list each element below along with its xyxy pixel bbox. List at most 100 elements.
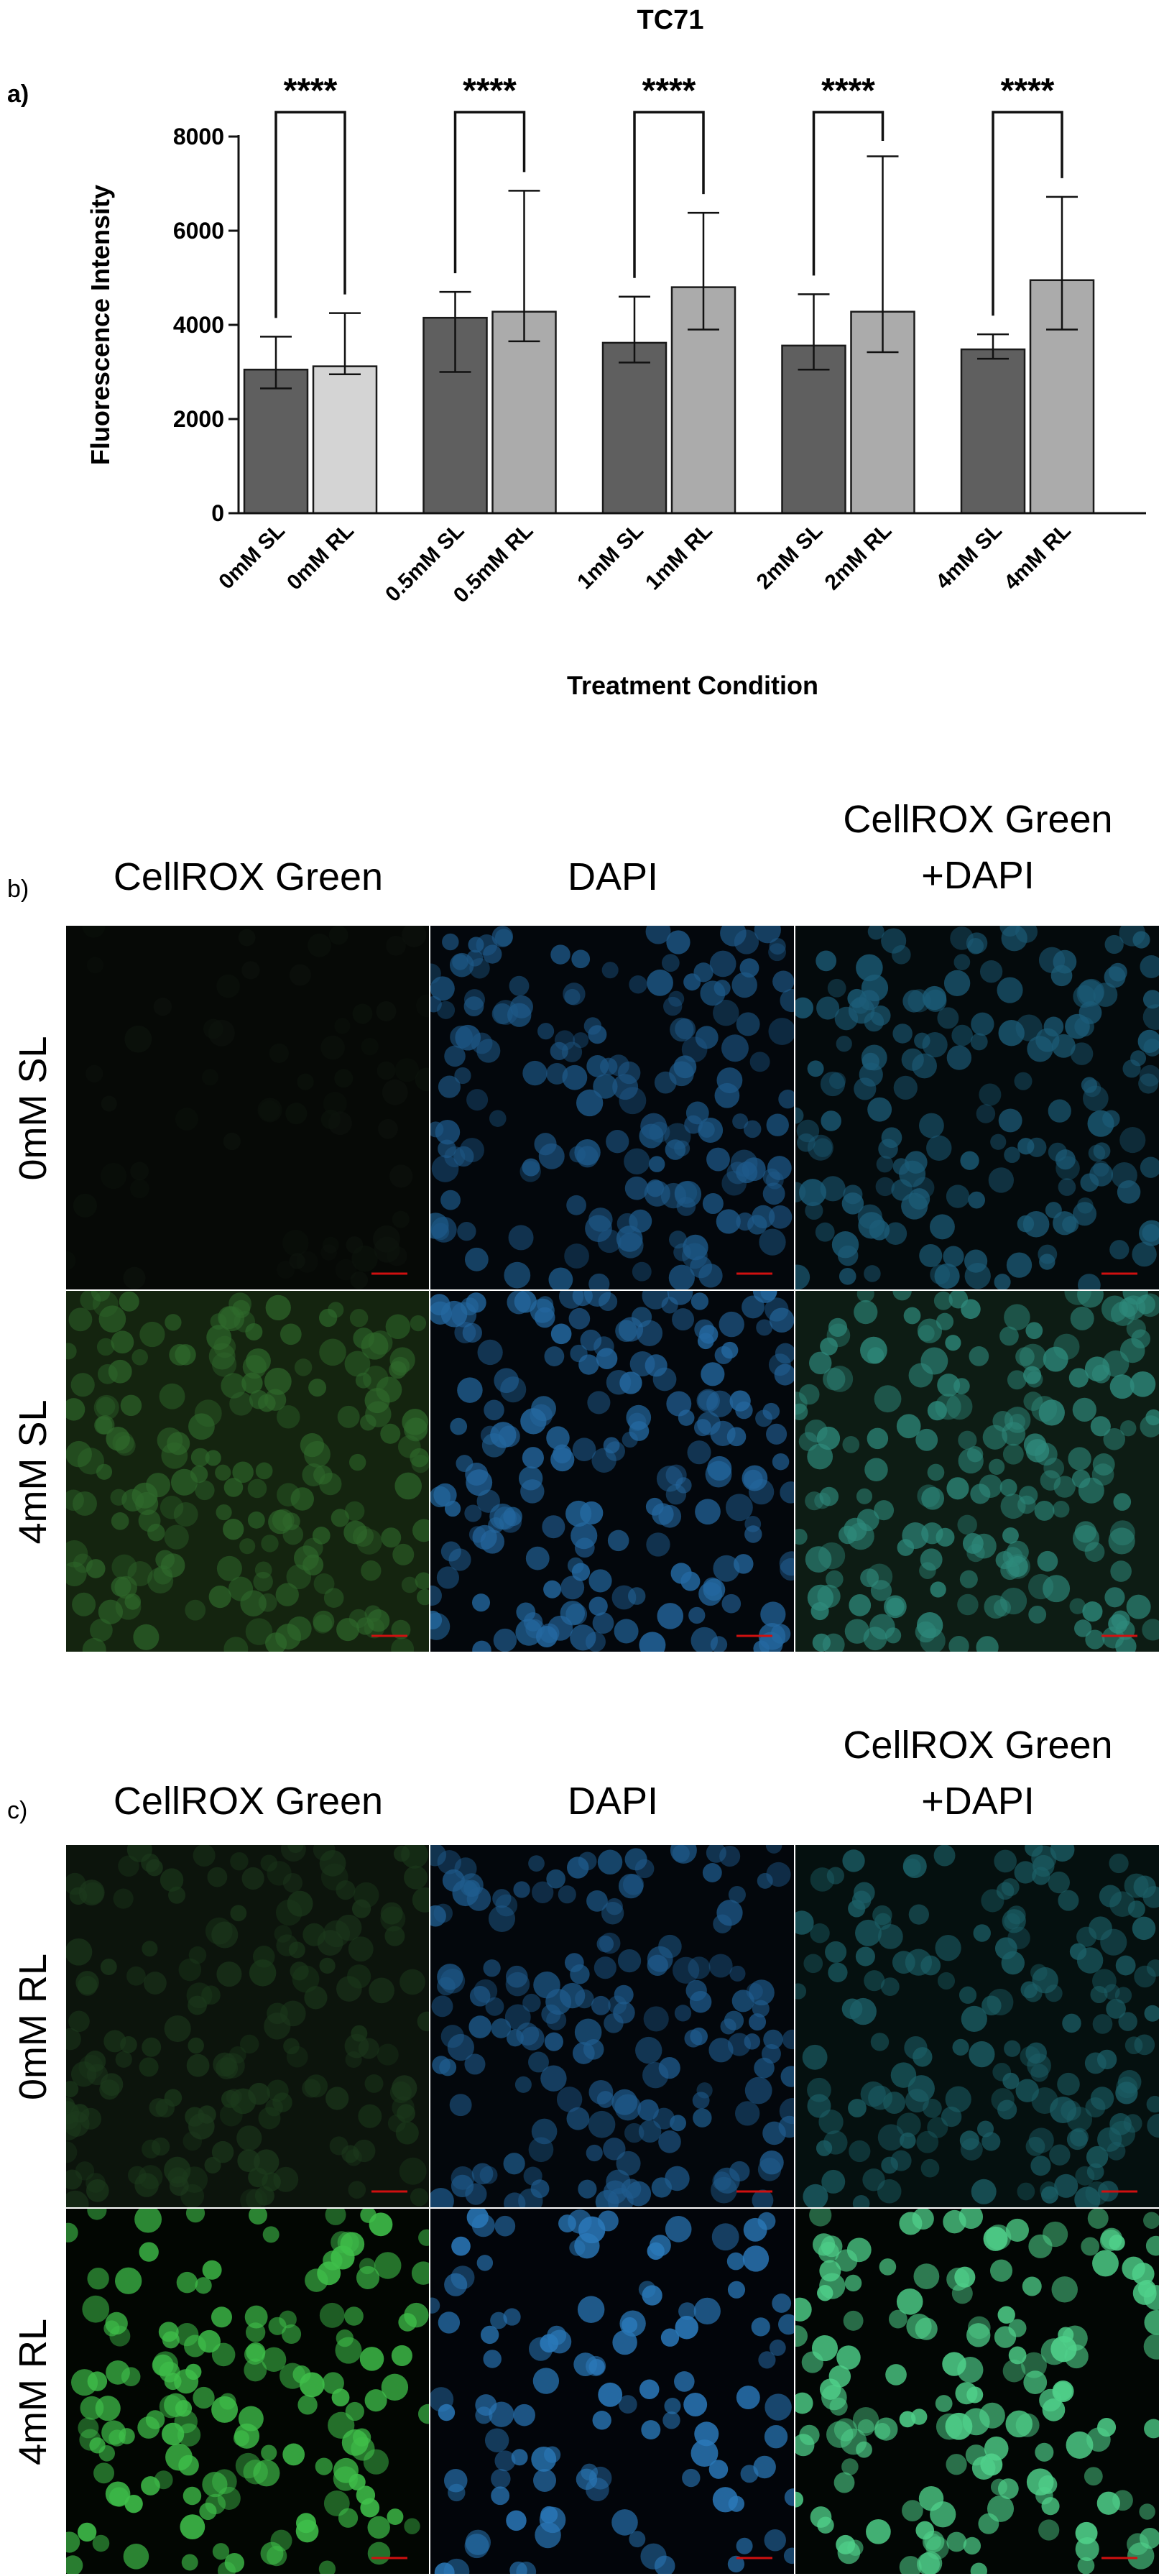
cell [915,2317,938,2340]
cell [667,1291,693,1305]
cell [282,1873,303,1893]
cell [489,1503,516,1530]
cell [322,1236,339,1254]
cell [570,1624,596,1651]
cell [211,2396,239,2423]
cell [795,2392,813,2414]
panel-label: c) [7,1797,27,1824]
cell [728,1886,746,1904]
cell [828,1962,848,1982]
cell [319,1957,336,1974]
cell [72,1592,96,1616]
cell [810,1867,835,1892]
cell [1057,2072,1080,2096]
cell [815,1222,835,1242]
cell [566,1195,586,1215]
cell [1075,2166,1095,2186]
cell [881,1127,902,1149]
cell [312,1527,331,1545]
cell [690,2439,719,2467]
cell [1077,1291,1104,1308]
cell [1020,1981,1038,1999]
cell [66,1398,86,1421]
cell [66,2531,80,2553]
cell [249,1959,277,1987]
cell [765,2393,792,2421]
cell [883,2092,906,2115]
cell [849,1593,872,1616]
cell [855,1919,882,1946]
cell [1015,2079,1039,2102]
x-tick-label: 4mM SL [931,519,1007,594]
cell [260,2542,284,2565]
cell [139,2242,159,2262]
cell [394,1472,422,1500]
cell [112,1432,134,1454]
cell [391,2345,412,2366]
cell [967,2316,991,2340]
cell [892,944,911,965]
cell [1142,990,1159,1009]
cell [588,2080,614,2104]
cell [1097,2127,1122,2152]
cell [558,1885,576,1904]
cell [866,2518,891,2544]
cell [114,1576,137,1599]
cell [576,1089,604,1117]
cell [774,1363,794,1386]
cell [716,1209,741,1234]
micrograph-background [66,926,429,1289]
cell [494,2450,516,2472]
cell [528,1855,545,1872]
cell [874,1385,902,1413]
cell [744,1516,762,1532]
cell [690,1627,719,1652]
cell [124,1593,142,1610]
cell [364,2074,384,2093]
cell [761,2043,781,2064]
y-tick-label: 2000 [173,406,224,432]
column-header: DAPI [568,855,658,898]
cell [795,2491,804,2508]
cell [412,1519,429,1542]
cell [766,1423,787,1445]
cell [693,2108,712,2128]
cell [892,1024,913,1044]
cell [87,2371,108,2391]
cell [410,1315,427,1332]
cell [466,1292,486,1313]
cell [437,1964,463,1990]
cell [588,2110,616,2138]
cell [984,1595,1008,1619]
cell [967,938,984,954]
cell [318,2560,336,2574]
cell [188,1946,207,1964]
cell [224,2552,245,2573]
cell [617,1949,642,1973]
cell [669,1230,687,1249]
cell [205,1450,221,1466]
cell [1126,1318,1146,1339]
cell [1093,1142,1111,1160]
cell [544,2446,561,2463]
cell [795,1910,814,1935]
cell [1075,2536,1099,2562]
cell [1002,1443,1024,1465]
cell [999,1326,1019,1346]
cell [466,1469,493,1496]
cell [702,1193,724,1215]
cell [138,2165,163,2189]
cell [823,1368,846,1391]
cell [576,2468,598,2490]
cell [952,2038,969,2056]
cell [219,2053,245,2079]
cell [645,1497,664,1516]
cell [638,2281,656,2299]
cell [807,2094,831,2118]
cell [618,2395,637,2414]
cell [228,2046,246,2064]
cell [1092,1969,1117,1994]
cell [1007,1370,1027,1390]
cell [574,1537,595,1558]
cell [1068,1368,1089,1388]
